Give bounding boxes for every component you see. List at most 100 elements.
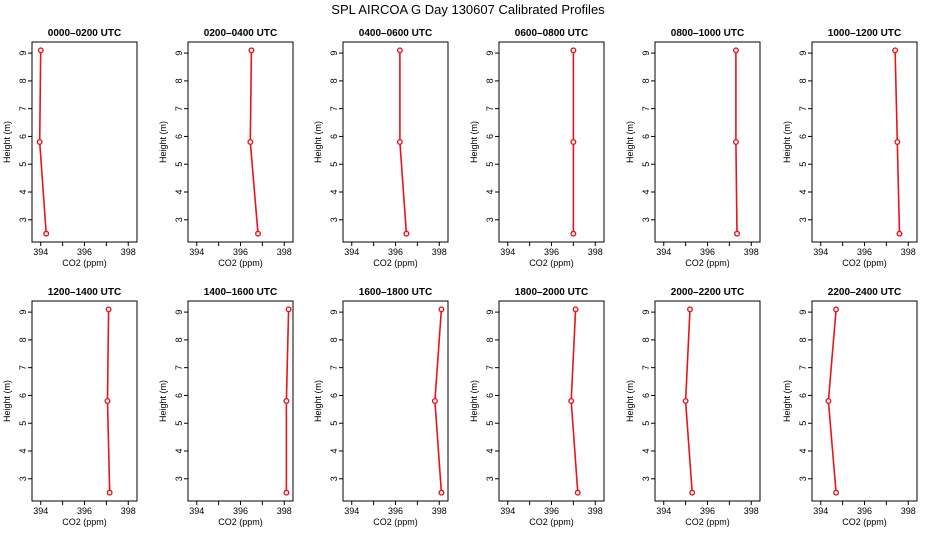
x-tick-label: 396	[233, 247, 248, 257]
y-tick-label: 7	[18, 106, 28, 111]
x-tick-label: 398	[901, 506, 916, 516]
y-tick-label: 4	[485, 189, 495, 194]
profile-point	[283, 398, 290, 405]
x-axis-label: CO2 (ppm)	[218, 517, 263, 527]
y-tick-label: 4	[798, 448, 808, 453]
panel-title: 1600–1800 UTC	[359, 287, 432, 298]
profile-point	[248, 47, 255, 54]
y-tick-label: 4	[485, 448, 495, 453]
x-axis-label: CO2 (ppm)	[62, 517, 107, 527]
profile-point	[438, 489, 445, 496]
x-tick-label: 394	[500, 247, 515, 257]
x-tick-label: 394	[344, 506, 359, 516]
y-tick-label: 8	[485, 337, 495, 342]
y-tick-label: 3	[485, 217, 495, 222]
y-tick-label: 6	[485, 134, 495, 139]
x-tick-label: 398	[901, 247, 916, 257]
y-axis-label: Height (m)	[469, 380, 479, 422]
y-tick-label: 9	[18, 310, 28, 315]
x-axis-label: CO2 (ppm)	[373, 258, 418, 268]
plot-frame	[187, 41, 294, 243]
y-tick-label: 6	[798, 393, 808, 398]
y-tick-label: 5	[329, 421, 339, 426]
profile-point	[438, 306, 445, 313]
profile-point	[682, 398, 689, 405]
y-tick-label: 8	[798, 78, 808, 83]
profile-point	[572, 306, 579, 313]
y-tick-label: 6	[329, 134, 339, 139]
profile-point	[431, 398, 438, 405]
x-tick-label: 396	[77, 506, 92, 516]
y-tick-label: 5	[641, 421, 651, 426]
x-tick-label: 398	[277, 506, 292, 516]
y-tick-label: 7	[485, 365, 495, 370]
y-tick-label: 5	[798, 162, 808, 167]
y-tick-label: 4	[798, 189, 808, 194]
profile-point	[732, 47, 739, 54]
x-tick-label: 398	[744, 506, 759, 516]
y-tick-label: 8	[798, 337, 808, 342]
y-tick-label: 5	[18, 162, 28, 167]
y-tick-label: 9	[641, 51, 651, 56]
y-tick-label: 6	[798, 134, 808, 139]
plot-frame	[498, 41, 605, 243]
x-tick-label: 394	[813, 506, 828, 516]
x-axis-label: CO2 (ppm)	[685, 517, 730, 527]
plot-frame	[811, 41, 918, 243]
y-tick-label: 7	[174, 365, 184, 370]
x-axis-label: CO2 (ppm)	[685, 258, 730, 268]
profile-panel: 1600–1800 UTC 394 396 398 3 4 5 6 7 8 9 CO2 (ppm) He…	[313, 287, 449, 527]
x-tick-label: 398	[432, 247, 447, 257]
x-tick-label: 394	[500, 506, 515, 516]
x-tick-label: 398	[588, 506, 603, 516]
y-tick-label: 9	[798, 310, 808, 315]
x-tick-label: 394	[656, 247, 671, 257]
panel-title: 0000–0200 UTC	[48, 28, 121, 39]
x-tick-label: 396	[857, 247, 872, 257]
profile-point	[104, 398, 111, 405]
profile-panel: 0600–0800 UTC 394 396 398 3 4 5 6 7 8 9 CO2 (ppm) He…	[469, 28, 605, 268]
panel-title: 1400–1600 UTC	[204, 287, 277, 298]
y-axis-label: Height (m)	[2, 121, 12, 163]
profile-panel: 0200–0400 UTC 394 396 398 3 4 5 6 7 8 9 CO2 (ppm) He…	[158, 28, 294, 268]
panel-title: 0400–0600 UTC	[359, 28, 432, 39]
profile-point	[825, 398, 832, 405]
y-tick-label: 4	[174, 448, 184, 453]
profile-point	[36, 138, 43, 145]
y-axis-label: Height (m)	[2, 380, 12, 422]
y-tick-label: 6	[174, 134, 184, 139]
panel-title: 2200–2400 UTC	[828, 287, 901, 298]
y-tick-label: 6	[18, 393, 28, 398]
plot-frame	[31, 300, 138, 502]
profile-point	[106, 489, 113, 496]
profile-point	[687, 306, 694, 313]
y-tick-label: 3	[641, 476, 651, 481]
y-axis-label: Height (m)	[313, 121, 323, 163]
x-tick-label: 398	[432, 506, 447, 516]
plot-frame	[654, 300, 761, 502]
y-tick-label: 4	[174, 189, 184, 194]
y-tick-label: 3	[798, 217, 808, 222]
x-tick-label: 394	[33, 247, 48, 257]
profile-panel: 2000–2200 UTC 394 396 398 3 4 5 6 7 8 9 CO2 (ppm) He…	[625, 287, 761, 527]
y-tick-label: 8	[485, 78, 495, 83]
y-tick-label: 3	[329, 217, 339, 222]
profile-point	[894, 138, 901, 145]
y-tick-label: 9	[485, 310, 495, 315]
y-tick-label: 7	[641, 365, 651, 370]
profile-point	[833, 489, 840, 496]
x-tick-label: 398	[744, 247, 759, 257]
y-tick-label: 7	[174, 106, 184, 111]
profile-point	[105, 306, 112, 313]
x-tick-label: 396	[233, 506, 248, 516]
panel-title: 0200–0400 UTC	[204, 28, 277, 39]
y-tick-label: 5	[798, 421, 808, 426]
profile-point	[403, 230, 410, 237]
profile-point	[896, 230, 903, 237]
x-tick-label: 398	[277, 247, 292, 257]
y-tick-label: 4	[641, 189, 651, 194]
y-tick-label: 3	[798, 476, 808, 481]
y-tick-label: 8	[641, 78, 651, 83]
y-tick-label: 3	[329, 476, 339, 481]
